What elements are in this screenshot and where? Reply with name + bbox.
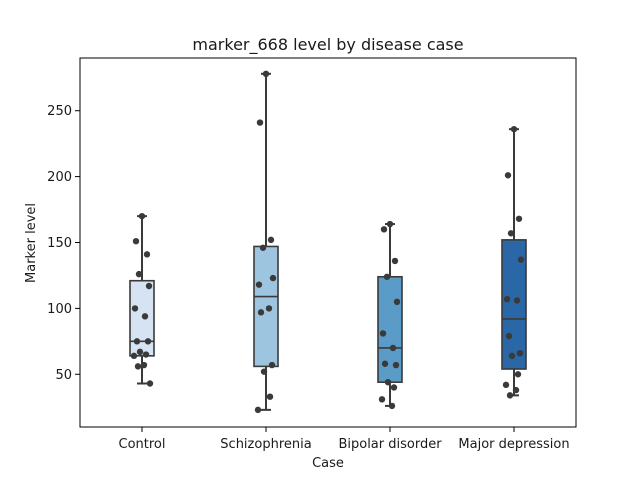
data-point xyxy=(135,270,143,278)
data-point xyxy=(140,361,148,369)
data-point xyxy=(516,350,524,357)
data-point xyxy=(392,361,400,369)
data-point xyxy=(515,215,523,222)
y-tick-label: 250 xyxy=(47,104,72,119)
data-point xyxy=(256,119,264,126)
y-tick-label: 50 xyxy=(55,368,72,383)
data-point xyxy=(143,251,151,258)
data-point xyxy=(257,309,265,316)
data-point xyxy=(138,212,146,220)
data-point xyxy=(502,381,510,389)
data-point xyxy=(386,220,394,228)
box-iqr xyxy=(129,279,155,357)
data-point xyxy=(507,230,515,237)
data-point xyxy=(390,384,398,391)
data-point xyxy=(388,402,396,410)
data-point xyxy=(517,256,525,263)
data-point xyxy=(255,281,263,288)
data-point xyxy=(506,392,514,399)
data-point xyxy=(136,348,144,356)
box-group-1 xyxy=(253,70,279,414)
data-point xyxy=(391,257,399,265)
data-point xyxy=(269,274,277,282)
box-group-2 xyxy=(377,220,403,410)
x-tick-label: Schizophrenia xyxy=(220,437,311,452)
x-tick-label: Major depression xyxy=(458,437,569,452)
data-point xyxy=(393,298,401,306)
data-point xyxy=(510,125,518,133)
data-point xyxy=(131,305,139,312)
x-tick-label: Control xyxy=(119,437,166,452)
y-tick-label: 150 xyxy=(47,236,72,251)
box-group-3 xyxy=(501,125,527,399)
y-tick-label: 200 xyxy=(47,170,72,185)
data-point xyxy=(504,172,512,179)
data-point xyxy=(141,313,149,320)
data-point xyxy=(254,406,262,414)
data-point xyxy=(503,295,511,303)
data-point xyxy=(134,363,142,370)
x-tick-label: Bipolar disorder xyxy=(338,437,442,452)
data-point xyxy=(268,361,276,369)
data-point xyxy=(381,360,389,367)
y-axis-label: Marker level xyxy=(24,203,39,283)
data-point xyxy=(384,378,392,386)
chart-title: marker_668 level by disease case xyxy=(192,35,463,55)
data-point xyxy=(262,70,270,78)
data-point xyxy=(267,236,275,244)
data-point xyxy=(512,386,520,394)
x-axis: Control Schizophrenia Bipolar disorder Majo… xyxy=(119,427,570,452)
data-point xyxy=(132,237,140,245)
data-point xyxy=(130,352,138,360)
data-point xyxy=(514,371,522,378)
y-tick-label: 100 xyxy=(47,302,72,317)
data-point xyxy=(265,305,273,312)
data-point xyxy=(145,282,153,290)
data-point xyxy=(380,226,388,233)
data-point xyxy=(133,338,141,345)
data-point xyxy=(260,368,268,375)
data-point xyxy=(378,396,386,403)
data-point xyxy=(379,330,387,337)
data-point xyxy=(146,380,154,387)
data-point xyxy=(513,297,521,304)
data-point xyxy=(144,338,152,345)
data-point xyxy=(389,344,397,352)
x-axis-label: Case xyxy=(312,456,344,471)
data-point xyxy=(383,273,391,280)
data-point xyxy=(142,351,150,358)
box-group-0 xyxy=(129,212,155,387)
data-point xyxy=(508,352,516,360)
box-iqr xyxy=(253,245,279,368)
data-point xyxy=(505,332,513,340)
plot-area xyxy=(129,70,527,414)
data-point xyxy=(259,244,267,251)
data-point xyxy=(266,393,274,400)
y-axis: 50 100 150 200 250 xyxy=(47,104,80,383)
